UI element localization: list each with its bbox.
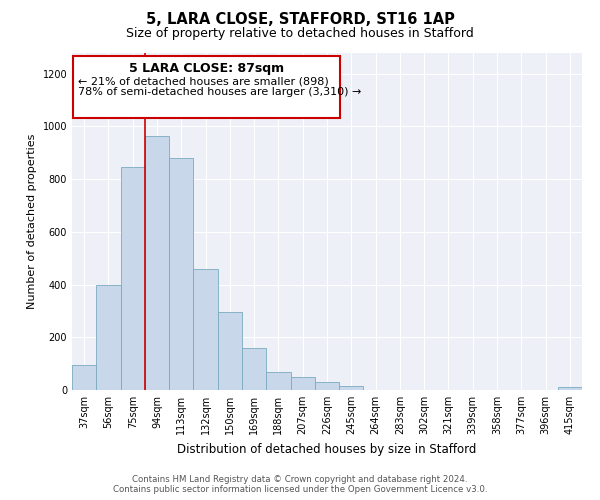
Y-axis label: Number of detached properties: Number of detached properties xyxy=(27,134,37,309)
Bar xyxy=(558,387,582,390)
Bar xyxy=(73,56,340,118)
Text: 5 LARA CLOSE: 87sqm: 5 LARA CLOSE: 87sqm xyxy=(129,62,284,74)
Bar xyxy=(96,284,121,390)
Text: 5, LARA CLOSE, STAFFORD, ST16 1AP: 5, LARA CLOSE, STAFFORD, ST16 1AP xyxy=(146,12,454,28)
Bar xyxy=(266,372,290,390)
Bar xyxy=(121,167,145,390)
Bar xyxy=(242,348,266,390)
Bar xyxy=(193,268,218,390)
Bar xyxy=(72,365,96,390)
Text: 78% of semi-detached houses are larger (3,310) →: 78% of semi-detached houses are larger (… xyxy=(78,87,361,97)
Bar xyxy=(218,312,242,390)
Bar xyxy=(169,158,193,390)
Text: ← 21% of detached houses are smaller (898): ← 21% of detached houses are smaller (89… xyxy=(78,76,329,86)
Bar xyxy=(290,377,315,390)
Bar xyxy=(145,136,169,390)
Text: Size of property relative to detached houses in Stafford: Size of property relative to detached ho… xyxy=(126,28,474,40)
Bar xyxy=(339,386,364,390)
Bar xyxy=(315,382,339,390)
Text: Contains HM Land Registry data © Crown copyright and database right 2024.
Contai: Contains HM Land Registry data © Crown c… xyxy=(113,474,487,494)
X-axis label: Distribution of detached houses by size in Stafford: Distribution of detached houses by size … xyxy=(178,442,476,456)
